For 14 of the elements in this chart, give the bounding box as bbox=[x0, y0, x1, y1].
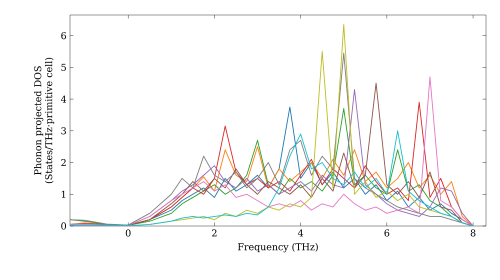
x-tick-label: 0 bbox=[126, 229, 131, 237]
y-tick-label: 4 bbox=[60, 96, 66, 103]
x-tick-label: 8 bbox=[470, 229, 476, 237]
y-tick-label: 1 bbox=[62, 190, 66, 198]
x-axis-title: Frequency (THz) bbox=[238, 243, 318, 252]
y-tick-label: 5 bbox=[61, 64, 66, 71]
y-tick-label: 0 bbox=[61, 222, 66, 230]
x-tick-label: 2 bbox=[212, 229, 216, 236]
y-tick-label: 3 bbox=[61, 127, 66, 134]
y-axis-title: Phonon projected DOS (States/THz·primitive cell) bbox=[34, 58, 54, 184]
y-tick-label: 6 bbox=[61, 32, 66, 40]
x-tick-label: 4 bbox=[298, 229, 304, 236]
y-tick-label: 2 bbox=[61, 159, 66, 166]
x-tick-label: 6 bbox=[384, 229, 390, 237]
